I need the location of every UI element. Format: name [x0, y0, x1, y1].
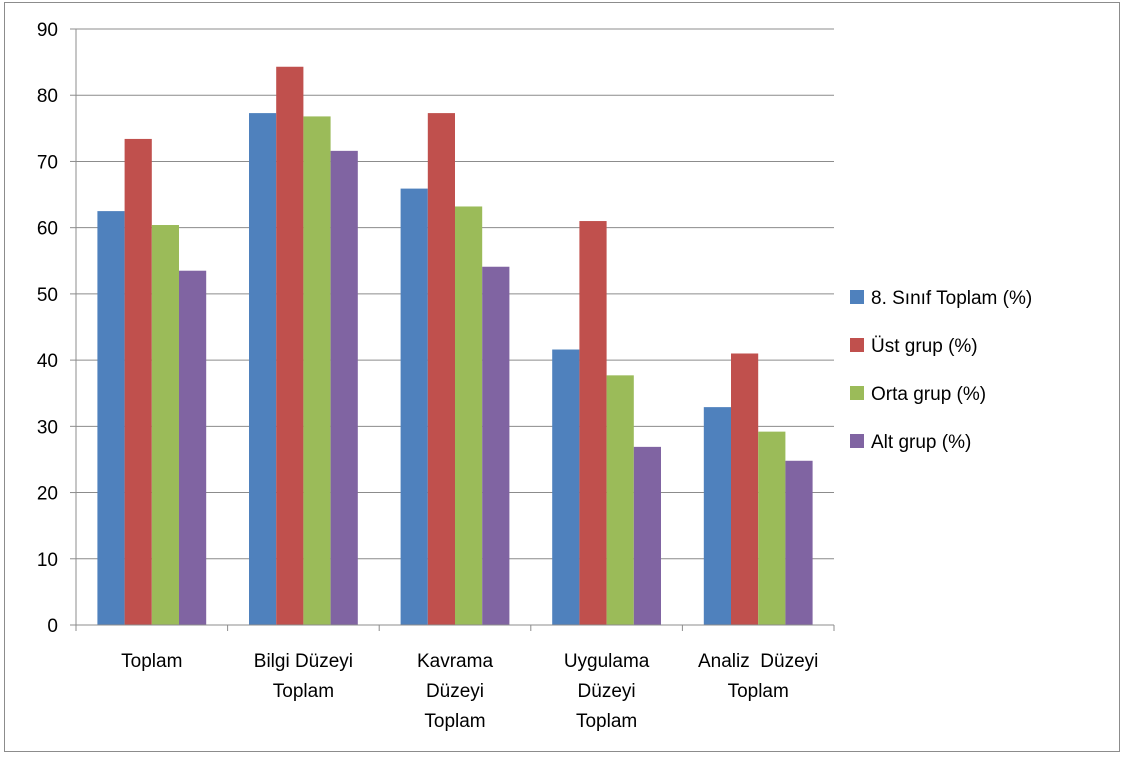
y-tick-label: 0 — [47, 616, 58, 637]
x-category-label: Toplam — [728, 681, 789, 702]
bar — [330, 150, 358, 626]
bar — [97, 211, 125, 625]
x-category-label: Kavrama — [417, 651, 493, 672]
bar — [758, 431, 786, 625]
x-axis-labels: Toplam Bilgi Düzeyi Toplam Kavrama Düzeyi Top… — [121, 651, 818, 732]
bar — [151, 225, 179, 626]
x-category-label: Bilgi Düzeyi — [254, 651, 353, 672]
y-axis-ticks: 0 10 20 30 40 50 60 70 80 90 — [37, 20, 58, 637]
legend-label: Orta grup (%) — [871, 384, 986, 405]
y-tick-label: 30 — [37, 417, 58, 438]
x-category-label: Toplam — [424, 711, 485, 732]
bar — [482, 266, 510, 625]
bar — [785, 460, 813, 625]
bar — [400, 188, 428, 625]
legend-label: Alt grup (%) — [871, 432, 971, 453]
y-tick-label: 20 — [37, 484, 58, 505]
bars — [97, 66, 813, 626]
bar — [276, 66, 304, 626]
bar — [633, 446, 661, 625]
bar — [303, 116, 331, 625]
axes — [70, 28, 835, 631]
bar — [703, 407, 731, 625]
y-tick-label: 60 — [37, 219, 58, 240]
x-category-label: Toplam — [576, 711, 637, 732]
x-category-label: Toplam — [273, 681, 334, 702]
bar — [579, 221, 607, 626]
bar — [249, 113, 277, 625]
y-tick-label: 50 — [37, 285, 58, 306]
y-tick-label: 10 — [37, 550, 58, 571]
y-tick-label: 40 — [37, 351, 58, 372]
bar — [455, 206, 483, 625]
bar — [731, 353, 759, 625]
legend-swatch — [850, 338, 864, 352]
bar — [552, 349, 580, 625]
legend-label: 8. Sınıf Toplam (%) — [871, 288, 1032, 309]
bar — [606, 375, 634, 625]
x-category-label: Uygulama — [564, 651, 650, 672]
y-tick-label: 70 — [37, 152, 58, 173]
x-category-label: Düzeyi — [578, 681, 636, 702]
x-category-label: Analiz Düzeyi — [698, 651, 818, 672]
bar — [179, 270, 207, 625]
y-tick-label: 80 — [37, 86, 58, 107]
legend-swatch — [850, 386, 864, 400]
legend: 8. Sınıf Toplam (%) Üst grup (%) Orta grup… — [850, 288, 1032, 453]
legend-label: Üst grup (%) — [871, 336, 978, 357]
legend-swatch — [850, 290, 864, 304]
bar — [124, 138, 152, 625]
x-category-label: Toplam — [121, 651, 182, 672]
bar — [427, 113, 455, 625]
chart-frame: 0 10 20 30 40 50 60 70 80 90 Toplam Bilgi Düzeyi To… — [4, 2, 1120, 752]
y-tick-label: 90 — [37, 20, 58, 41]
x-category-label: Düzeyi — [426, 681, 484, 702]
legend-swatch — [850, 434, 864, 448]
